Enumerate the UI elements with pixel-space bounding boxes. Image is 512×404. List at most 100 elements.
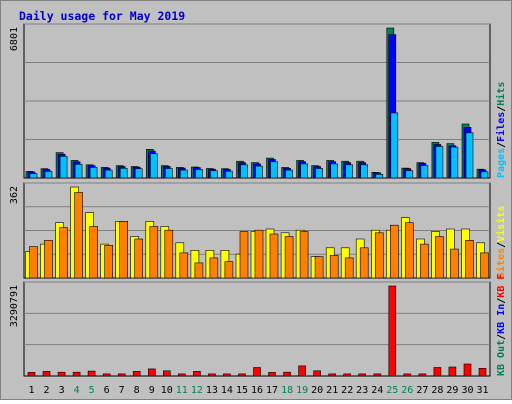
bar-kb-f-day-22 xyxy=(343,373,352,377)
x-tick-label-day-29: 29 xyxy=(446,385,458,396)
bar-pages-day-7 xyxy=(119,168,128,179)
bar-pages-day-26 xyxy=(405,170,414,179)
bar-sites-day-29 xyxy=(450,248,459,279)
bar-kb-f-day-12 xyxy=(193,371,201,377)
bar-kb-f-day-1 xyxy=(27,372,36,377)
x-tick-label-day-3: 3 xyxy=(59,385,65,396)
bar-sites-day-8 xyxy=(134,238,143,279)
bar-pages-day-23 xyxy=(360,164,369,179)
x-tick-label-day-10: 10 xyxy=(161,385,173,396)
bar-pages-day-15 xyxy=(240,164,248,179)
bar-sites-day-28 xyxy=(435,236,444,279)
legend-kb-f: KB F xyxy=(496,274,507,298)
legend-kb-out: KB Out xyxy=(496,340,507,376)
bar-kb-f-day-13 xyxy=(208,373,216,377)
legend-separator: / xyxy=(496,298,507,304)
x-tick-label-day-8: 8 xyxy=(134,385,140,396)
bar-sites-day-2 xyxy=(44,240,53,279)
legend-kb-in: KB In xyxy=(496,304,507,334)
bar-kb-f-day-27 xyxy=(418,373,427,377)
bar-sites-day-30 xyxy=(465,240,474,279)
bar-pages-day-29 xyxy=(450,146,459,179)
bar-pages-day-20 xyxy=(315,168,323,179)
x-tick-label-day-5: 5 xyxy=(89,385,95,396)
bar-sites-day-15 xyxy=(239,231,249,279)
bar-kb-f-day-11 xyxy=(178,373,186,377)
legend-separator: / xyxy=(496,242,507,248)
bar-pages-day-14 xyxy=(225,170,233,179)
bar-kb-f-day-10 xyxy=(163,370,171,377)
bar-kb-f-day-5 xyxy=(87,370,96,377)
bar-sites-day-3 xyxy=(59,227,68,279)
panel-hits-legend: Pages/Files/Hits xyxy=(495,82,507,178)
bar-pages-day-21 xyxy=(330,163,339,179)
bar-kb-f-day-30 xyxy=(463,363,472,377)
bar-pages-day-10 xyxy=(165,168,173,179)
bar-kb-f-day-7 xyxy=(117,373,126,377)
bar-pages-day-11 xyxy=(180,169,188,179)
bar-sites-day-14 xyxy=(224,261,234,279)
bar-kb-f-day-17 xyxy=(268,372,276,377)
x-tick-label-day-19: 19 xyxy=(296,385,308,396)
bar-kb-f-day-19 xyxy=(298,365,306,377)
bar-pages-day-25 xyxy=(390,112,399,179)
x-tick-label-day-12: 12 xyxy=(191,385,203,396)
bar-sites-day-16 xyxy=(254,229,264,279)
bar-pages-day-17 xyxy=(270,161,278,179)
bar-kb-f-day-28 xyxy=(433,367,442,377)
x-tick-label-day-1: 1 xyxy=(28,385,34,396)
bar-kb-f-day-21 xyxy=(328,373,337,377)
bar-kb-f-day-4 xyxy=(72,371,81,377)
bar-kb-f-day-23 xyxy=(358,373,367,377)
bar-kb-f-day-26 xyxy=(403,373,412,377)
bar-pages-day-12 xyxy=(195,169,203,179)
x-tick-label-day-4: 4 xyxy=(74,385,80,396)
x-tick-label-day-16: 16 xyxy=(251,385,263,396)
legend-files: Files xyxy=(495,112,507,142)
bar-kb-f-day-20 xyxy=(313,370,321,377)
bar-kb-f-day-9 xyxy=(148,368,156,377)
bar-pages-day-13 xyxy=(210,170,218,179)
bar-sites-day-9 xyxy=(149,226,159,279)
bar-sites-day-21 xyxy=(329,255,339,279)
x-tick-label-day-27: 27 xyxy=(416,385,428,396)
bar-kb-f-day-8 xyxy=(132,371,141,377)
legend-hits: Hits xyxy=(495,82,507,106)
bar-pages-day-1 xyxy=(29,173,38,179)
x-tick-label-day-13: 13 xyxy=(206,385,218,396)
legend-visits: Visits xyxy=(495,206,507,242)
bar-pages-day-30 xyxy=(465,132,474,179)
x-tick-label-day-7: 7 xyxy=(119,385,125,396)
x-tick-label-day-15: 15 xyxy=(236,385,248,396)
panel-visits-ymax-label: 362 xyxy=(9,186,20,204)
bar-pages-day-24 xyxy=(375,174,384,179)
x-tick-label-day-11: 11 xyxy=(176,385,188,396)
bar-kb-f-day-16 xyxy=(253,367,261,377)
x-tick-label-day-25: 25 xyxy=(386,385,398,396)
x-tick-label-day-2: 2 xyxy=(43,385,49,396)
legend-separator: / xyxy=(496,142,507,148)
bar-sites-day-25 xyxy=(389,224,399,279)
bar-sites-day-11 xyxy=(179,252,189,279)
bar-sites-day-17 xyxy=(269,233,279,279)
bar-pages-day-18 xyxy=(285,169,293,179)
bar-sites-day-31 xyxy=(480,252,489,279)
bar-pages-day-4 xyxy=(74,164,83,179)
bar-pages-day-28 xyxy=(435,146,444,179)
x-tick-label-day-23: 23 xyxy=(356,385,368,396)
bar-kb-f-day-24 xyxy=(373,373,382,377)
bar-kb-f-day-15 xyxy=(238,373,246,377)
x-tick-label-day-24: 24 xyxy=(371,385,383,396)
bar-sites-day-22 xyxy=(344,257,354,279)
x-tick-label-day-30: 30 xyxy=(461,385,473,396)
x-tick-label-day-21: 21 xyxy=(326,385,338,396)
bar-kb-f-day-2 xyxy=(42,371,51,377)
x-tick-label-day-6: 6 xyxy=(104,385,110,396)
chart-title: Daily usage for May 2019 xyxy=(19,9,185,23)
panel-kbytes-plot-area xyxy=(23,281,491,377)
x-tick-label-day-14: 14 xyxy=(221,385,233,396)
bar-pages-day-9 xyxy=(150,153,158,179)
bar-pages-day-3 xyxy=(59,156,68,179)
bar-sites-day-27 xyxy=(420,243,429,279)
panel-hits-ymax-label: 6801 xyxy=(9,27,20,51)
